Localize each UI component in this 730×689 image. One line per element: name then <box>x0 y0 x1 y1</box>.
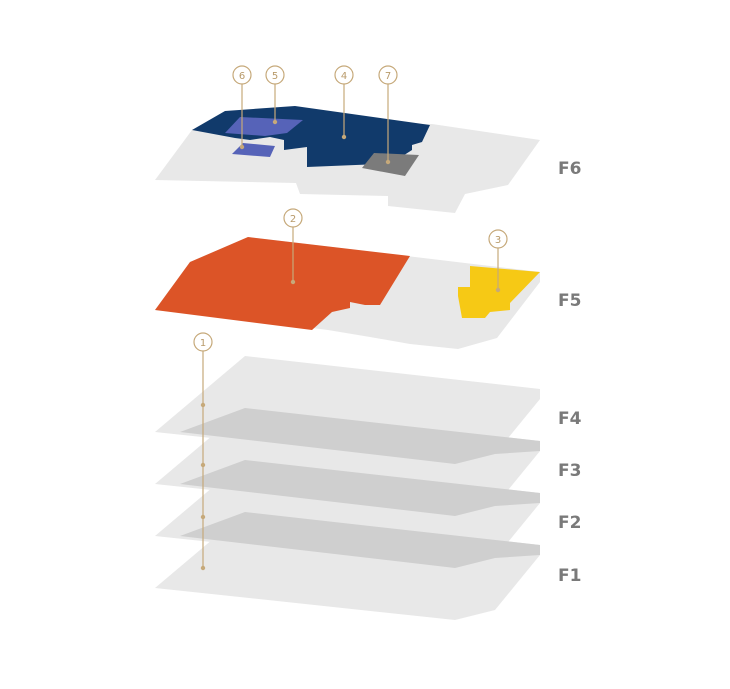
floor-f5[interactable] <box>155 237 540 349</box>
floor-f6[interactable] <box>155 106 540 213</box>
floor-label-f1: F1 <box>558 566 581 586</box>
floor-label-f2: F2 <box>558 513 581 533</box>
marker-2-label: 2 <box>290 214 296 225</box>
marker-1-label: 1 <box>200 338 206 349</box>
marker-4-label: 4 <box>341 71 347 82</box>
marker-6-dot <box>239 144 245 150</box>
floor-f3-shadow <box>180 460 540 516</box>
marker-5-dot <box>272 119 278 125</box>
floor-label-f3: F3 <box>558 461 581 481</box>
marker-1-dot-f1 <box>200 565 206 571</box>
marker-4-dot <box>341 134 347 140</box>
marker-2-dot <box>290 279 296 285</box>
floor-label-f6: F6 <box>558 159 581 179</box>
floor-f4-shadow <box>180 408 540 464</box>
marker-7-dot <box>385 159 391 165</box>
marker-6-badge <box>232 65 252 85</box>
floor-f4[interactable] <box>155 356 540 464</box>
marker-1-dot-f4 <box>200 402 206 408</box>
marker-7-badge <box>378 65 398 85</box>
marker-1[interactable]: 1 <box>193 332 213 571</box>
marker-4[interactable]: 4 <box>334 65 354 140</box>
marker-5[interactable]: 5 <box>265 65 285 125</box>
zone-7[interactable] <box>362 153 419 176</box>
marker-2-badge <box>283 208 303 228</box>
marker-7[interactable]: 7 <box>378 65 398 165</box>
marker-5-label: 5 <box>272 71 278 82</box>
marker-1-badge <box>193 332 213 352</box>
marker-1-dot-f2 <box>200 514 206 520</box>
marker-6[interactable]: 6 <box>232 65 252 150</box>
zone-3[interactable] <box>458 266 540 318</box>
zone-5[interactable] <box>225 117 303 136</box>
zone-2[interactable] <box>155 237 410 330</box>
marker-3[interactable]: 3 <box>488 229 508 293</box>
floor-f2-shadow <box>180 512 540 568</box>
marker-5-badge <box>265 65 285 85</box>
marker-7-label: 7 <box>385 71 391 82</box>
marker-3-label: 3 <box>495 235 501 246</box>
marker-4-badge <box>334 65 354 85</box>
marker-3-badge <box>488 229 508 249</box>
marker-1-dot-f3 <box>200 462 206 468</box>
floor-label-f5: F5 <box>558 291 581 311</box>
floor-label-f4: F4 <box>558 409 582 429</box>
marker-3-dot <box>495 287 501 293</box>
marker-2[interactable]: 2 <box>283 208 303 285</box>
marker-6-label: 6 <box>239 71 245 82</box>
